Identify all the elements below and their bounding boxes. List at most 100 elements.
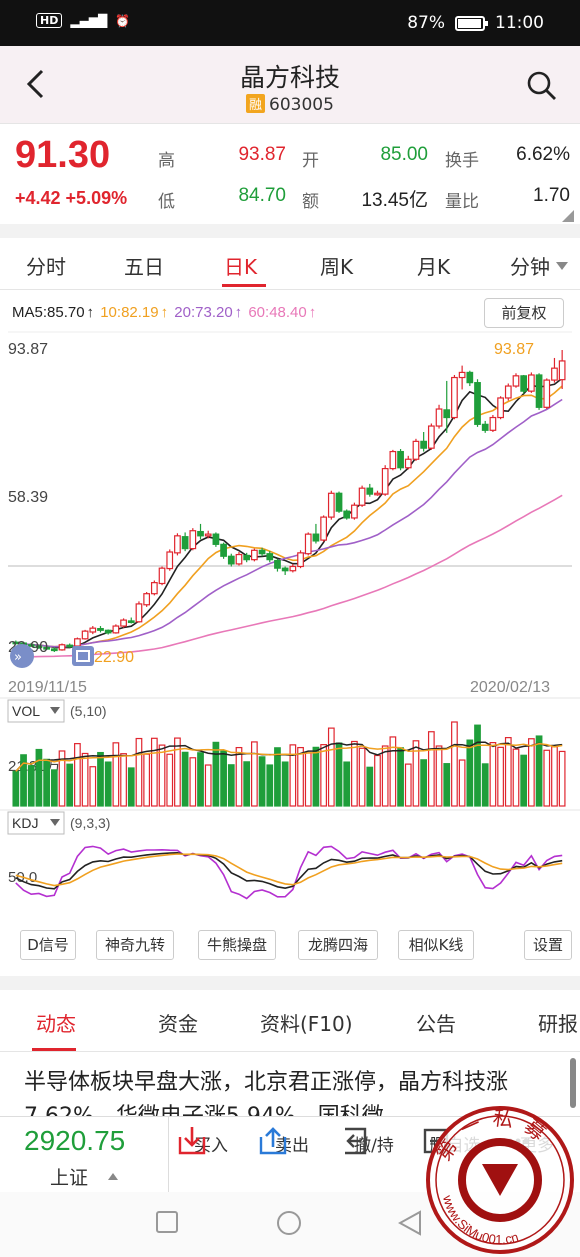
index-value[interactable]: 2920.75 [24, 1125, 126, 1156]
drawing-tool-icon[interactable] [72, 646, 94, 666]
candle-body [274, 559, 281, 569]
volume-chart[interactable]: VOL (5,10) 21.81万 [0, 696, 580, 808]
index-name[interactable]: 上证 [50, 1167, 89, 1189]
recent-apps-icon[interactable] [155, 1210, 179, 1234]
candle-body [335, 492, 343, 512]
volume-bar [81, 752, 89, 807]
start-date-label: 2019/11/15 [8, 679, 87, 696]
kdj-indicator-selector[interactable]: KDJ [7, 811, 65, 835]
low-value: 84.70 [238, 185, 286, 206]
volume-bar [443, 763, 451, 807]
end-date-label: 2020/02/13 [470, 679, 550, 696]
volume-bar [535, 735, 543, 807]
tab-f10[interactable]: 资料(F10) [260, 1012, 353, 1036]
candle-body [181, 536, 189, 550]
news-headline[interactable]: 半导体板块早盘大涨，北京君正涨停，晶方科技涨7.62%，华微电子涨5.94%，国… [24, 1070, 509, 1118]
back-arrow-icon[interactable] [22, 68, 52, 100]
tab-announcements[interactable]: 公告 [416, 1012, 456, 1036]
status-bar: HD ▂▄▆█ ⏰ 87% 11:00 [0, 0, 580, 46]
signal-indicators: HD ▂▄▆█ ⏰ [36, 13, 130, 28]
expand-left-icon[interactable]: » [10, 644, 34, 668]
candle-body [43, 646, 50, 650]
candle-body [466, 371, 474, 384]
chevron-down-icon [50, 707, 60, 714]
high-label: 高 [158, 151, 175, 171]
volume-bar [135, 737, 143, 807]
magic-nine-button[interactable]: 神奇九转 [96, 930, 174, 960]
search-icon[interactable] [526, 70, 558, 102]
d-signal-button[interactable]: D信号 [20, 930, 76, 960]
tab-research[interactable]: 研报 [538, 1012, 578, 1036]
tab-news[interactable]: 动态 [36, 1012, 76, 1036]
volume-bar [528, 738, 535, 807]
up-arrow-icon: ↑ [308, 304, 317, 321]
candle-body [535, 374, 543, 408]
sell-button[interactable]: 卖出 [257, 1125, 327, 1156]
volume-bar [89, 766, 97, 807]
candle-body [243, 554, 251, 561]
tab-weekly-k[interactable]: 周K [320, 255, 354, 279]
candle-body [351, 504, 358, 519]
ma60-label: 60:48.40 [248, 304, 307, 321]
candle-body [435, 408, 443, 427]
high-price-marker: 93.87 [494, 341, 534, 358]
candle-body [150, 582, 158, 595]
candle-body [458, 371, 466, 379]
candle-body [327, 492, 335, 518]
volume-bar [427, 731, 435, 807]
tab-intraday[interactable]: 分时 [26, 255, 66, 279]
scrollbar[interactable] [570, 1058, 576, 1108]
news-tabs: 动态 资金 资料(F10) 公告 研报 [0, 990, 580, 1052]
tab-daily-k[interactable]: 日K [224, 255, 258, 279]
volume-bar [304, 752, 312, 807]
volume-bar [50, 769, 58, 807]
sell-label: 卖出 [275, 1136, 309, 1156]
tab-monthly-k[interactable]: 月K [417, 255, 451, 279]
volume-bar [166, 753, 174, 807]
settings-button[interactable]: 设置 [524, 930, 572, 960]
candle-body [497, 397, 504, 419]
bull-bear-button[interactable]: 牛熊操盘 [198, 930, 276, 960]
price-change: +4.42 +5.09% [15, 188, 128, 208]
kdj-chart[interactable]: KDJ (9,3,3) 50.0 [0, 808, 580, 924]
watermark-stamp: 第一私募 www.SiMu001.cn [426, 1106, 574, 1254]
candle-body [212, 533, 220, 545]
volume-bar [351, 740, 358, 807]
volume-bar [343, 761, 351, 807]
candle-body [366, 487, 374, 495]
kdj-k-line [15, 851, 563, 890]
home-icon[interactable] [276, 1210, 302, 1236]
candle-body [235, 553, 243, 565]
dragon-button[interactable]: 龙腾四海 [298, 930, 378, 960]
kline-chart[interactable]: 93.87 58.39 22.90 93.87 22.90 » 2019/11/… [0, 330, 580, 700]
similar-k-button[interactable]: 相似K线 [398, 930, 474, 960]
tab-five-day[interactable]: 五日 [124, 255, 164, 279]
buy-button[interactable]: 买入 [176, 1125, 246, 1156]
candle-body [312, 533, 320, 542]
volume-bar [389, 736, 397, 807]
battery-icon [455, 15, 488, 31]
candle-body [551, 367, 558, 381]
candle-body [397, 450, 404, 469]
low-label: 低 [158, 192, 175, 212]
stock-header: 晶方科技 融 603005 [0, 46, 580, 124]
volume-bar [58, 750, 66, 807]
cancel-hold-button[interactable]: 撤/持 [339, 1125, 409, 1156]
vol-indicator-selector[interactable]: VOL [7, 699, 65, 723]
back-icon[interactable] [398, 1210, 422, 1236]
tab-minute[interactable]: 分钟 [510, 251, 568, 280]
volume-bar [420, 759, 428, 807]
candle-body [281, 567, 289, 572]
expand-corner-icon[interactable] [562, 210, 574, 222]
candle-body [420, 440, 428, 449]
candle-body [528, 374, 535, 392]
stock-code: 603005 [269, 95, 334, 115]
candle-body [343, 510, 351, 519]
candle-body [127, 620, 135, 624]
volume-bar [481, 763, 489, 807]
alarm-icon: ⏰ [115, 13, 131, 28]
tab-fund-flow[interactable]: 资金 [158, 1012, 198, 1036]
volume-bar [297, 746, 304, 807]
adjust-button[interactable]: 前复权 [484, 298, 564, 328]
ma10-label: 10:82.19 [100, 304, 159, 321]
